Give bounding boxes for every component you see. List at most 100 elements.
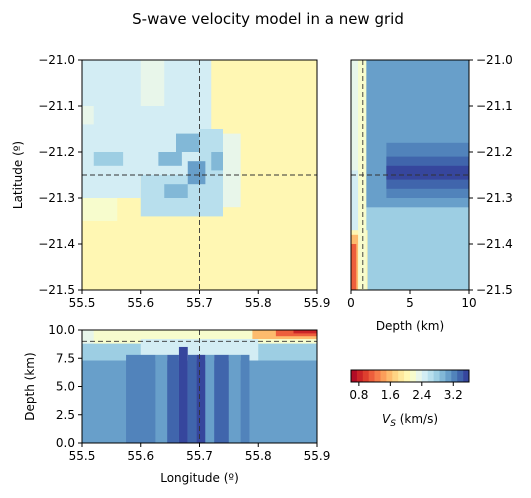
colorbar-swatch-13 — [427, 370, 434, 382]
lon-depth-axes: 55.5 55.6 55.7 55.8 55.9 0.0 2.5 5.0 7.5 10.0 — [48, 323, 330, 463]
ld-region-1 — [351, 207, 469, 290]
ld-xtick-label-0: 0 — [347, 296, 355, 310]
ld-ytick-label-0: −21.5 — [476, 283, 513, 297]
colorbar-axes: 0.8 1.6 2.4 3.2 — [349, 382, 463, 402]
colorbar-swatch-8 — [398, 370, 405, 382]
map-ytick-label-1: −21.4 — [38, 237, 75, 251]
lond-ytick-label-1: 2.5 — [56, 408, 75, 422]
lat-depth-crosshair — [351, 60, 469, 290]
colorbar-swatch-4 — [374, 370, 381, 382]
colorbar-swatch-18 — [457, 370, 464, 382]
map-region-12 — [158, 152, 182, 166]
colorbar-frame — [350, 369, 470, 383]
lond-region-3 — [82, 330, 94, 344]
lond-region-8 — [126, 354, 156, 443]
map-ytick-label-4: −21.1 — [38, 99, 75, 113]
map-region-3 — [140, 60, 165, 106]
colorbar-label-symbol: V — [382, 412, 391, 426]
lat-depth-xlabel: Depth (km) — [376, 319, 444, 333]
lond-xtick-label-1: 55.6 — [127, 449, 154, 463]
lond-xtick-label-0: 55.5 — [69, 449, 96, 463]
map-region-6 — [199, 129, 223, 217]
colorbar-swatch-11 — [415, 370, 423, 382]
ld-region-9 — [351, 244, 357, 290]
map-xtick-label-4: 55.9 — [304, 296, 331, 310]
map-ytick-label-3: −21.2 — [38, 145, 75, 159]
map-region-15 — [187, 161, 206, 185]
lat-depth-panel: 0 5 10−21.5 −21.4 −21.3 −21.2 −21.1 −21.0 Depth… — [347, 53, 513, 333]
map-ytick-label-2: −21.3 — [38, 191, 75, 205]
colorbar-swatch-15 — [439, 370, 446, 382]
lond-region-6 — [293, 330, 317, 334]
map-ytick-label-5: −21.0 — [38, 53, 75, 67]
map-region-10 — [82, 198, 118, 221]
map-crosshair — [82, 60, 317, 290]
lon-depth-crosshair — [82, 330, 317, 443]
map-region-9 — [82, 175, 141, 198]
lon-depth-xlabel: Longitude (º) — [160, 471, 239, 485]
colorbar: 0.8 1.6 2.4 3.2 VS (km/s) — [349, 369, 470, 429]
colorbar-tick-label-2: 2.4 — [412, 388, 431, 402]
ld-region-10 — [351, 60, 361, 171]
lond-region-16 — [228, 354, 241, 443]
map-xtick-label-0: 55.5 — [69, 296, 96, 310]
ld-ytick-label-5: −21.0 — [476, 53, 513, 67]
colorbar-swatch-9 — [404, 370, 411, 382]
colorbar-swatch-7 — [392, 370, 399, 382]
map-region-16 — [211, 152, 223, 171]
map-region-7 — [223, 133, 241, 208]
colorbar-swatch-17 — [451, 370, 458, 382]
colorbar-swatches — [351, 370, 470, 382]
ld-ytick-label-3: −21.2 — [476, 145, 513, 159]
colorbar-swatch-2 — [362, 370, 369, 382]
lond-ytick-label-0: 0.0 — [56, 436, 75, 450]
ld-xtick-label-2: 10 — [461, 296, 476, 310]
map-axes: 55.5 55.6 55.7 55.8 55.9 −21.5 −21.4 −21.3 −21.2… — [38, 53, 330, 310]
colorbar-label-units: (km/s) — [396, 412, 438, 426]
colorbar-swatch-0 — [351, 370, 358, 382]
colorbar-swatch-10 — [410, 370, 417, 382]
colorbar-swatch-14 — [433, 370, 440, 382]
lond-region-15 — [214, 354, 229, 443]
map-xtick-label-1: 55.6 — [127, 296, 154, 310]
colorbar-swatch-16 — [445, 370, 452, 382]
lon-depth-panel: 55.5 55.6 55.7 55.8 55.9 0.0 2.5 5.0 7.5 10.0 Lon… — [23, 323, 330, 485]
map-region-5 — [82, 106, 94, 125]
colorbar-swatch-3 — [368, 370, 375, 382]
ld-ytick-label-4: −21.1 — [476, 99, 513, 113]
map-region-4 — [140, 106, 171, 129]
lond-xtick-label-2: 55.7 — [186, 449, 213, 463]
colorbar-swatch-19 — [463, 370, 470, 382]
colorbar-label-subscript: S — [390, 419, 396, 429]
map-ylabel: Latitude (º) — [11, 141, 25, 209]
colorbar-swatch-12 — [421, 370, 428, 382]
ld-region-5 — [386, 165, 469, 180]
lond-ytick-label-2: 5.0 — [56, 380, 75, 394]
figure-title: S-wave velocity model in a new grid — [132, 10, 404, 28]
colorbar-swatch-1 — [356, 370, 364, 382]
lond-region-11 — [178, 346, 188, 443]
colorbar-label: VS (km/s) — [382, 412, 438, 429]
lond-region-14 — [205, 354, 215, 443]
lond-ytick-label-3: 7.5 — [56, 351, 75, 365]
map-region-14 — [164, 184, 188, 198]
map-xtick-label-2: 55.7 — [186, 296, 213, 310]
ld-ytick-label-1: −21.4 — [476, 237, 513, 251]
colorbar-swatch-5 — [380, 370, 387, 382]
lond-ytick-label-4: 10.0 — [48, 323, 75, 337]
lon-depth-ylabel: Depth (km) — [23, 352, 37, 420]
ld-xtick-label-1: 5 — [406, 296, 414, 310]
lond-region-17 — [240, 354, 250, 443]
lond-region-12 — [187, 354, 197, 443]
lond-xtick-label-3: 55.8 — [245, 449, 272, 463]
map-region-13 — [176, 133, 200, 152]
ld-ytick-label-2: −21.3 — [476, 191, 513, 205]
lond-region-9 — [155, 354, 168, 443]
lond-region-10 — [167, 354, 179, 443]
colorbar-tick-label-1: 1.6 — [381, 388, 400, 402]
map-xtick-label-3: 55.8 — [245, 296, 272, 310]
colorbar-swatch-6 — [386, 370, 393, 382]
colorbar-tick-label-0: 0.8 — [349, 388, 368, 402]
map-panel: 55.5 55.6 55.7 55.8 55.9 −21.5 −21.4 −21.3 −21.2… — [11, 53, 330, 310]
